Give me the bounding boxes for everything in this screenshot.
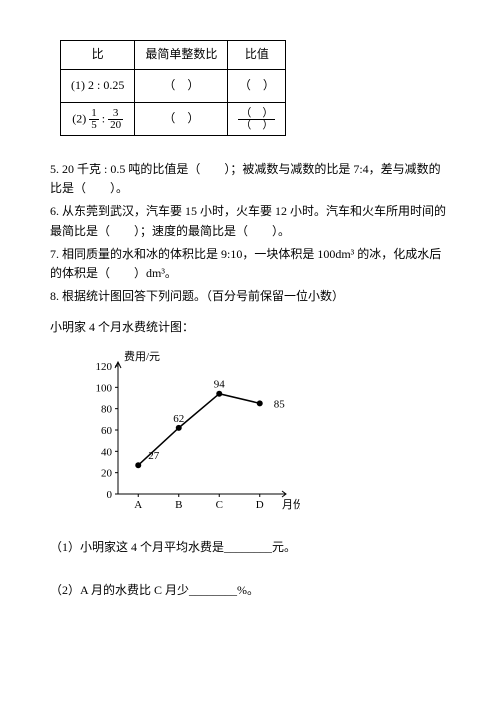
- row2-expr: (2) 15 : 320: [61, 103, 135, 136]
- svg-text:85: 85: [274, 398, 286, 410]
- row2-value: （ ）（ ）: [228, 103, 286, 136]
- svg-text:20: 20: [101, 467, 113, 479]
- svg-text:40: 40: [101, 446, 113, 458]
- question-7: 7. 相同质量的水和冰的体积比是 9:10，一块体积是 100dm³ 的冰，化成…: [50, 245, 450, 283]
- svg-text:100: 100: [96, 382, 113, 394]
- question-5: 5. 20 千克 : 0.5 吨的比值是（ ）；被减数与减数的比是 7:4，差与…: [50, 160, 450, 198]
- chart-title: 小明家 4 个月水费统计图：: [50, 318, 450, 337]
- svg-text:月份: 月份: [282, 498, 300, 511]
- svg-text:A: A: [134, 499, 142, 511]
- th-ratio: 比: [61, 41, 135, 70]
- row1-idx: (1): [71, 78, 85, 92]
- svg-text:120: 120: [96, 361, 113, 373]
- svg-text:D: D: [256, 499, 264, 511]
- row1-value: （ ）: [228, 70, 286, 103]
- row2-idx: (2): [72, 111, 86, 125]
- water-bill-chart: 0 20 40 60 80 100 120 A B C D 费用/元月份 27 62 94 85: [70, 348, 450, 518]
- svg-text:60: 60: [101, 425, 113, 437]
- question-8: 8. 根据统计图回答下列问题。（百分号前保留一位小数）: [50, 287, 450, 306]
- svg-text:27: 27: [148, 450, 160, 462]
- svg-text:费用/元: 费用/元: [124, 350, 160, 363]
- row1-simplest: （ ）: [135, 70, 228, 103]
- th-value: 比值: [228, 41, 286, 70]
- row2-simplest: （ ）: [135, 103, 228, 136]
- row1-ratio: 2 : 0.25: [88, 78, 124, 92]
- ratio-table: 比 最简单整数比 比值 (1) 2 : 0.25 （ ） （ ） (2) 15 …: [60, 40, 286, 136]
- row1-expr: (1) 2 : 0.25: [61, 70, 135, 103]
- svg-text:B: B: [175, 499, 182, 511]
- svg-text:80: 80: [101, 403, 113, 415]
- svg-text:C: C: [216, 499, 223, 511]
- sub-question-1: （1）小明家这 4 个月平均水费是________元。: [50, 538, 450, 557]
- svg-text:62: 62: [173, 412, 184, 424]
- svg-text:0: 0: [107, 489, 113, 501]
- sub-question-2: （2）A 月的水费比 C 月少________%。: [50, 581, 450, 600]
- svg-text:94: 94: [214, 378, 226, 390]
- question-6: 6. 从东莞到武汉，汽车要 15 小时，火车要 12 小时。汽车和火车所用时间的…: [50, 202, 450, 240]
- th-simplest: 最简单整数比: [135, 41, 228, 70]
